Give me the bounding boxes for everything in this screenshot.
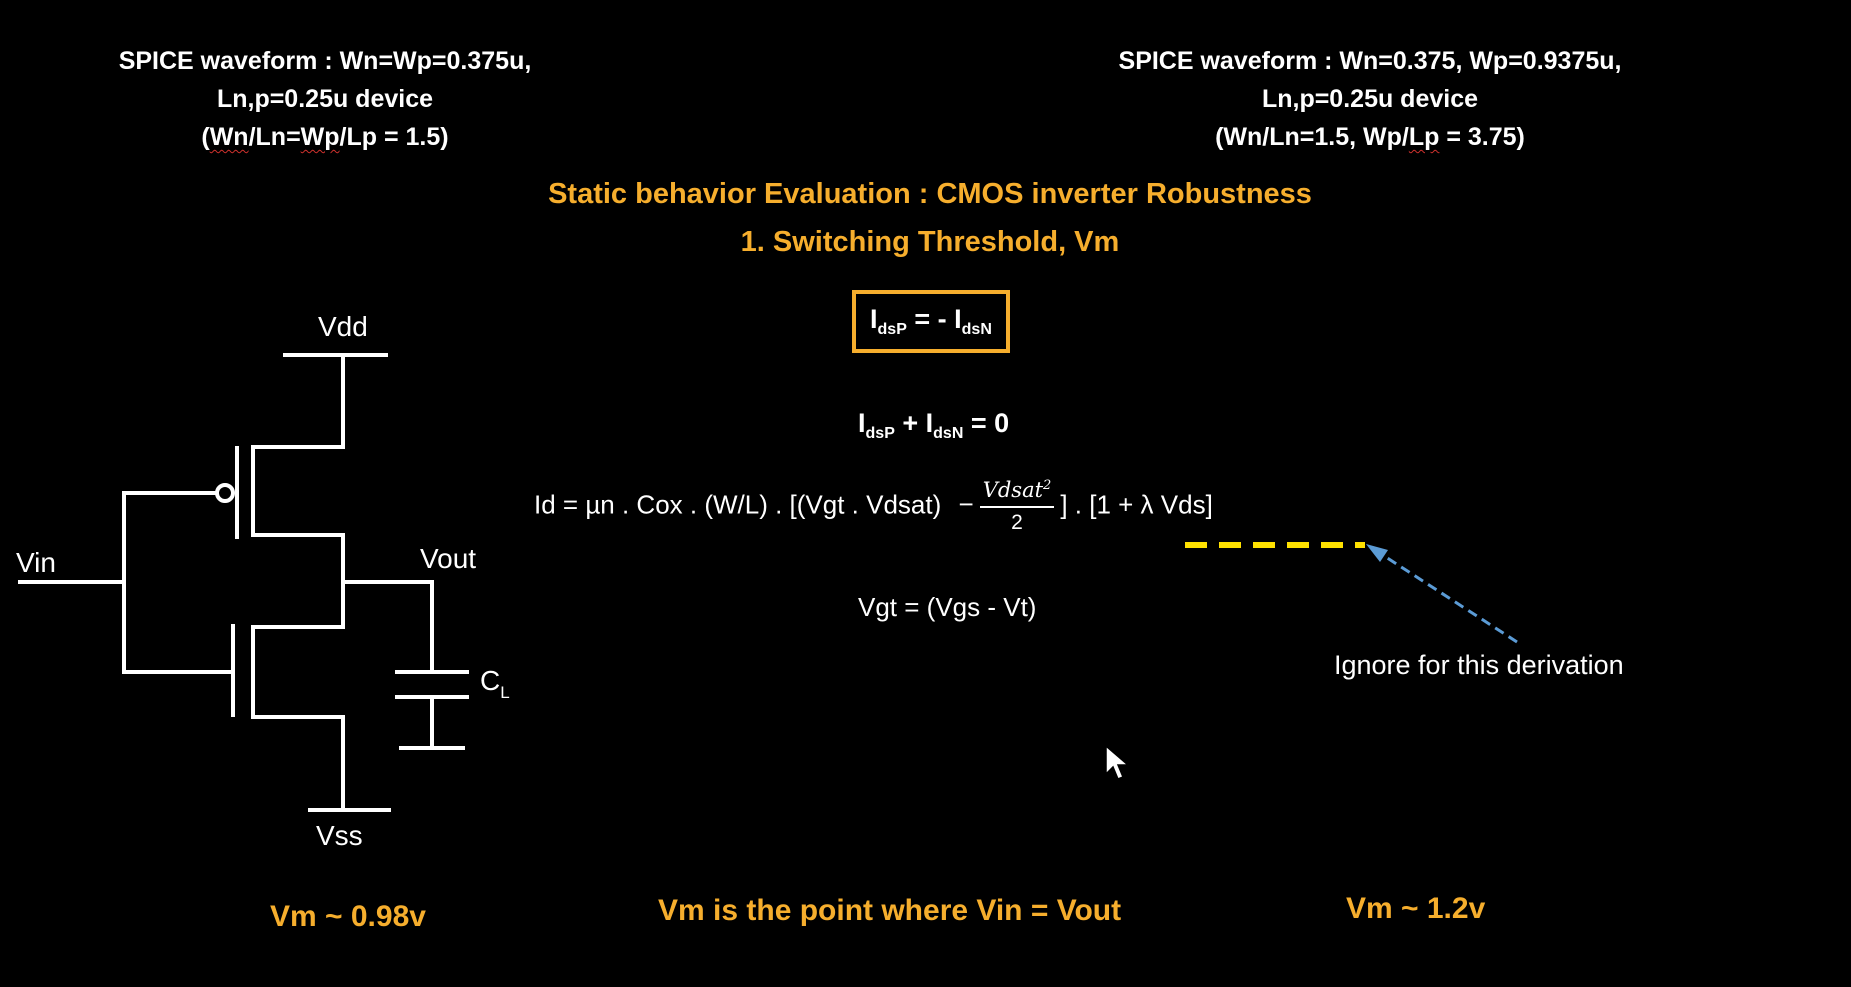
cmos-inverter-circuit: Vdd Vss Vin Vout CL bbox=[16, 311, 510, 851]
annotation-arrow-line bbox=[1374, 548, 1518, 644]
header-right-line1: SPICE waveform : Wn=0.375, Wp=0.9375u, bbox=[1118, 47, 1622, 75]
annotation-arrow-head bbox=[1366, 544, 1388, 562]
vout-label: Vout bbox=[420, 543, 476, 574]
cap-label: CL bbox=[480, 665, 510, 702]
header-left-line2: Ln,p=0.25u device bbox=[216, 85, 434, 113]
vgt-equation: Vgt = (Vgs - Vt) bbox=[858, 592, 1037, 622]
vdd-label: Vdd bbox=[318, 311, 368, 342]
header-left: SPICE waveform : Wn=Wp=0.375u, Ln,p=0.25… bbox=[100, 42, 550, 156]
header-right: SPICE waveform : Wn=0.375, Wp=0.9375u, L… bbox=[1090, 42, 1650, 156]
vm-definition: Vm is the point where Vin = Vout bbox=[658, 894, 1122, 927]
title-line2: 1. Switching Threshold, Vm bbox=[740, 226, 1120, 258]
annotation-text: Ignore for this derivation bbox=[1334, 650, 1624, 680]
mouse-cursor-icon bbox=[1105, 744, 1131, 780]
slide-title: Static behavior Evaluation : CMOS invert… bbox=[380, 170, 1480, 266]
header-right-line3: (Wn/Ln=1.5, Wp/Lp = 3.75) bbox=[1215, 123, 1525, 151]
header-left-line1: SPICE waveform : Wn=Wp=0.375u, bbox=[118, 47, 532, 75]
vm-left-value: Vm ~ 0.98v bbox=[270, 900, 426, 933]
title-line1: Static behavior Evaluation : CMOS invert… bbox=[548, 178, 1312, 210]
vin-label: Vin bbox=[16, 547, 56, 578]
drain-current-equation: Id = µn . Cox . (W/L) . [(Vgt . Vdsat) −… bbox=[534, 478, 1213, 535]
vm-right-value: Vm ~ 1.2v bbox=[1346, 892, 1486, 925]
header-right-line2: Ln,p=0.25u device bbox=[1261, 85, 1479, 113]
header-left-line3: (Wn/Ln=Wp/Lp = 1.5) bbox=[201, 123, 449, 151]
annotation-graphics bbox=[1185, 542, 1518, 644]
vdsat-fraction: Vdsat2 2 bbox=[979, 478, 1055, 535]
boxed-current-equation: IdsP = - IdsN bbox=[852, 290, 1010, 353]
current-sum-equation: IdsP + IdsN = 0 bbox=[858, 408, 1010, 442]
vss-label: Vss bbox=[316, 820, 363, 851]
